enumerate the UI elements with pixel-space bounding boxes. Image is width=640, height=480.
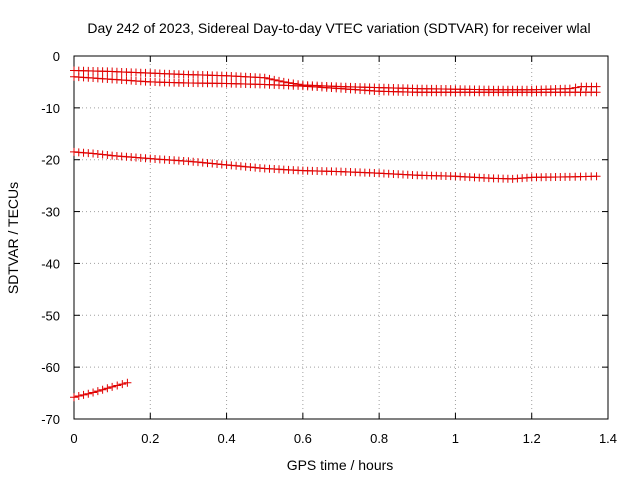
x-axis-label: GPS time / hours <box>287 457 394 473</box>
data-point <box>70 393 78 402</box>
y-tick-label: -60 <box>41 360 60 375</box>
data-point <box>103 151 112 160</box>
data-point <box>123 378 132 387</box>
data-point <box>89 388 98 397</box>
series-satellite-a <box>70 66 601 94</box>
series-satellite-b <box>70 72 601 97</box>
data-point <box>74 392 83 401</box>
x-tick-label: 0.6 <box>294 431 312 446</box>
data-point <box>89 149 98 158</box>
x-tick-label: 1.4 <box>599 431 617 446</box>
x-tick-label: 1 <box>452 431 459 446</box>
data-point <box>93 387 102 396</box>
data-series <box>70 66 601 402</box>
y-tick-label: -70 <box>41 412 60 427</box>
x-tick-label: 0.8 <box>370 431 388 446</box>
data-point <box>113 381 122 390</box>
x-tick-label: 1.2 <box>523 431 541 446</box>
axis-ticks <box>73 55 609 420</box>
y-tick-label: -30 <box>41 205 60 220</box>
y-tick-label: -20 <box>41 153 60 168</box>
data-point <box>108 382 117 391</box>
y-tick-label: -50 <box>41 308 60 323</box>
data-point <box>118 380 127 389</box>
plot-frame <box>73 55 609 420</box>
data-point <box>93 150 102 159</box>
series-satellite-d <box>70 378 132 402</box>
x-tick-label: 0.2 <box>141 431 159 446</box>
x-tick-labels: 0 0.2 0.4 0.6 0.8 1 1.2 1.4 <box>70 431 617 446</box>
y-tick-label: -10 <box>41 101 60 116</box>
y-tick-label: -40 <box>41 256 60 271</box>
data-point <box>260 73 269 82</box>
data-point <box>79 390 88 399</box>
data-point <box>98 385 107 394</box>
data-point <box>98 150 107 159</box>
x-tick-label: 0 <box>70 431 77 446</box>
y-tick-labels: 0 -10 -20 -30 -40 -50 -60 -70 <box>41 49 60 427</box>
data-point <box>592 88 601 97</box>
grid-lines <box>74 56 608 419</box>
series-connector <box>112 382 128 388</box>
y-tick-label: 0 <box>53 49 60 64</box>
x-tick-label: 0.4 <box>218 431 236 446</box>
data-point <box>592 172 601 181</box>
data-point <box>84 389 93 398</box>
data-point <box>103 384 112 393</box>
series-satellite-c <box>70 147 601 183</box>
chart-title: Day 242 of 2023, Sidereal Day-to-day VTE… <box>87 20 590 36</box>
y-axis-label: SDTVAR / TECUs <box>5 182 21 294</box>
